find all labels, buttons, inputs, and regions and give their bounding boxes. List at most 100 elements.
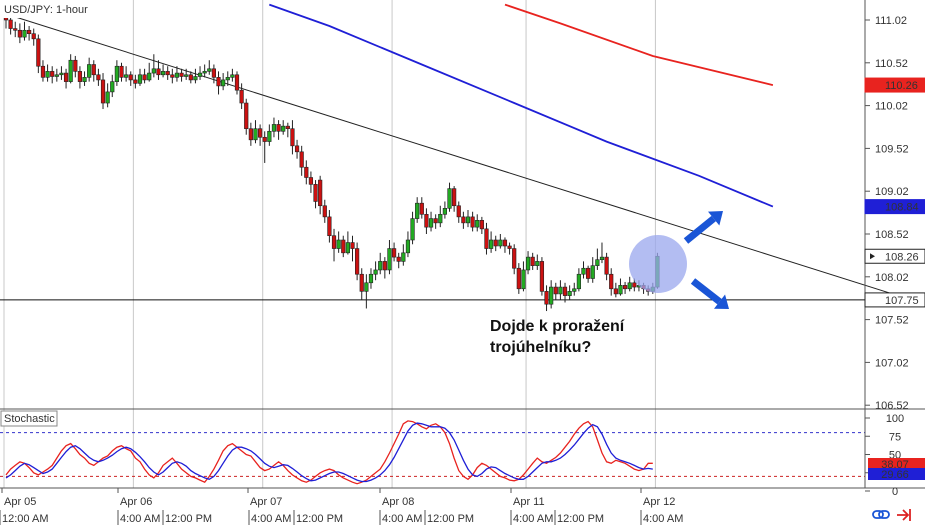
stoch-badge-label: 29.66 bbox=[881, 469, 909, 481]
candle-body bbox=[221, 79, 226, 87]
candle-body bbox=[553, 286, 558, 295]
price-badge bbox=[864, 199, 925, 215]
candle-body bbox=[73, 59, 78, 72]
candle-body bbox=[8, 19, 13, 29]
candle-body bbox=[207, 68, 212, 72]
candle-body bbox=[45, 71, 50, 78]
candle-body bbox=[512, 248, 517, 269]
candle-body bbox=[36, 38, 41, 67]
candle-body bbox=[502, 239, 508, 247]
candle-body bbox=[539, 261, 545, 292]
candle-body bbox=[160, 71, 166, 76]
candle-body bbox=[100, 79, 106, 104]
stochastic-panel bbox=[0, 420, 865, 485]
time-label: 4:00 AM bbox=[251, 513, 291, 525]
candle-body bbox=[618, 285, 623, 295]
candle-body bbox=[193, 76, 198, 81]
candle-body bbox=[456, 205, 461, 218]
candle-body bbox=[151, 68, 156, 74]
candle-body bbox=[124, 74, 129, 78]
candle-body bbox=[447, 188, 452, 209]
candle-body bbox=[22, 29, 27, 38]
candle-body bbox=[373, 269, 378, 275]
candle-body bbox=[285, 125, 290, 130]
stoch-badge bbox=[868, 468, 925, 480]
candle-body bbox=[82, 77, 87, 82]
candle-body bbox=[558, 286, 563, 295]
candle-body bbox=[410, 218, 415, 241]
annotation-line-2: trojúhelníku? bbox=[490, 339, 591, 356]
candle-body bbox=[604, 256, 609, 275]
candle-body bbox=[576, 273, 581, 290]
last-price-arrow bbox=[870, 253, 875, 260]
candle-body bbox=[188, 74, 193, 81]
candle-body bbox=[599, 256, 605, 260]
candle-body bbox=[202, 71, 207, 74]
candle-body bbox=[507, 245, 512, 249]
down-breakout-arrow bbox=[690, 278, 729, 309]
price-tick-label: 109.02 bbox=[875, 186, 909, 198]
chart-title: USD/JPY: 1-hour bbox=[4, 4, 88, 16]
candle-body bbox=[225, 77, 230, 81]
candle-body bbox=[244, 102, 249, 130]
breakout-circle bbox=[629, 235, 687, 293]
candle-body bbox=[290, 128, 295, 147]
candle-body bbox=[26, 29, 32, 34]
candle-body bbox=[68, 59, 73, 82]
stochastic-label: Stochastic bbox=[4, 413, 55, 425]
candle-body bbox=[341, 239, 346, 254]
candle-body bbox=[294, 145, 300, 153]
candle-body bbox=[590, 265, 595, 279]
date-label: Apr 06 bbox=[120, 496, 152, 508]
candle-body bbox=[581, 267, 586, 275]
candle-body bbox=[327, 216, 332, 237]
candle-body bbox=[493, 239, 498, 247]
candle-body bbox=[461, 216, 466, 224]
date-label: Apr 12 bbox=[643, 496, 675, 508]
candle-body bbox=[622, 285, 628, 290]
candle-body bbox=[382, 261, 387, 271]
candle-body bbox=[521, 269, 526, 290]
link-icon[interactable] bbox=[872, 510, 890, 519]
time-label: 12:00 PM bbox=[165, 513, 212, 525]
candle-body bbox=[299, 151, 304, 168]
stoch-badge bbox=[868, 458, 925, 470]
price-badge-label: 108.26 bbox=[885, 251, 919, 263]
candle-body bbox=[179, 72, 184, 77]
candle-body bbox=[428, 218, 434, 228]
stoch-tick-label: 100 bbox=[886, 413, 904, 425]
candle-body bbox=[234, 74, 240, 91]
candle-body bbox=[165, 71, 170, 76]
candle-body bbox=[595, 259, 600, 266]
candle-body bbox=[475, 220, 480, 228]
candle-body bbox=[17, 29, 22, 38]
candle-body bbox=[586, 267, 591, 279]
price-badge-label: 110.26 bbox=[885, 80, 918, 92]
time-label: 12:00 PM bbox=[557, 513, 604, 525]
candle-body bbox=[54, 74, 59, 77]
candle-body bbox=[147, 72, 152, 81]
candle-body bbox=[230, 74, 235, 78]
candle-body bbox=[63, 72, 69, 82]
price-tick-label: 107.02 bbox=[875, 357, 909, 369]
candle-body bbox=[632, 282, 637, 288]
candle-body bbox=[627, 282, 632, 290]
candle-body bbox=[396, 256, 401, 262]
candle-body bbox=[350, 242, 355, 249]
price-tick-label: 108.52 bbox=[875, 229, 909, 241]
candle-body bbox=[567, 291, 572, 296]
candle-body bbox=[331, 235, 337, 249]
candle-body bbox=[142, 74, 147, 81]
candle-body bbox=[248, 128, 253, 141]
candle-body bbox=[313, 184, 318, 202]
price-tick-label: 107.52 bbox=[875, 315, 909, 327]
share-icon[interactable] bbox=[897, 509, 911, 521]
price-tick-label: 108.02 bbox=[875, 272, 909, 284]
time-label: 4:00 AM bbox=[643, 513, 683, 525]
annotation-layer bbox=[629, 211, 729, 309]
candle-body bbox=[137, 74, 143, 84]
candle-body bbox=[262, 136, 267, 142]
candle-body bbox=[281, 125, 286, 132]
